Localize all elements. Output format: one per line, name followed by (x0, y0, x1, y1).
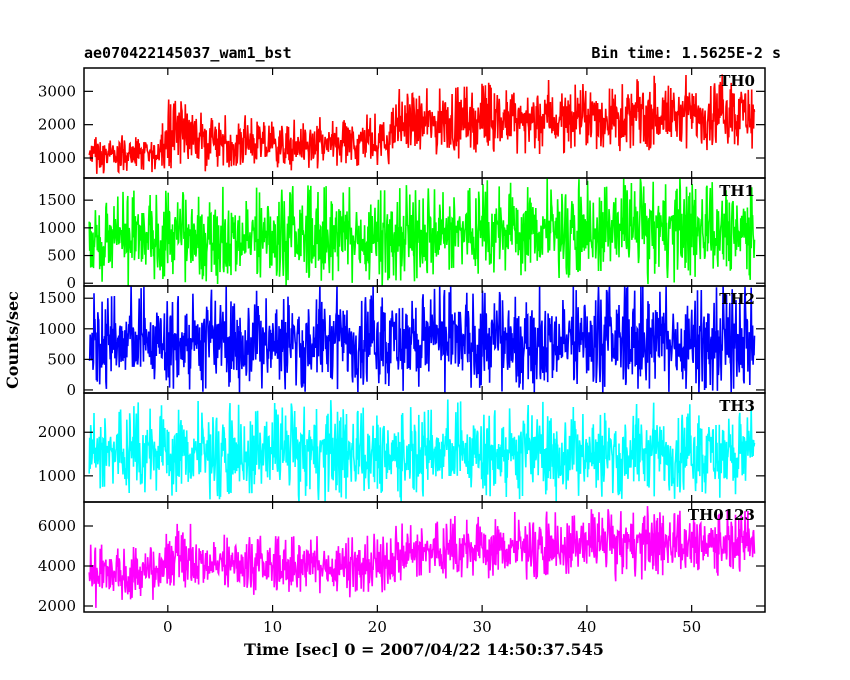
y-tick-label: 1000 (38, 149, 76, 167)
panel-th3: 1000 2000 TH3 (38, 392, 766, 503)
series-line-th0 (88, 74, 756, 175)
x-tick-label: 40 (577, 618, 596, 636)
panel-th0: 1000 2000 3000 TH0 (38, 67, 766, 179)
y-tick-label: 0 (66, 274, 76, 292)
panel-frame (83, 501, 766, 613)
series-line-th2 (88, 286, 756, 393)
panel-th0123: 2000 4000 6000 TH0123 (38, 501, 766, 615)
y-tick-label: 6000 (38, 517, 76, 535)
bin-time-label: Bin time: 1.5625E-2 s (591, 44, 781, 62)
y-tick-label: 2000 (38, 597, 76, 615)
y-tick-label: 0 (66, 381, 76, 399)
y-tick-label: 1000 (38, 467, 76, 485)
y-tick-label: 4000 (38, 557, 76, 575)
panel-label: TH1 (719, 182, 755, 200)
x-tick-label: 30 (473, 618, 492, 636)
series-line-th0123 (88, 506, 756, 608)
y-tick-label: 500 (47, 247, 76, 265)
x-tick-label: 50 (682, 618, 701, 636)
x-tick-label: 10 (263, 618, 282, 636)
y-tick-label: 1000 (38, 219, 76, 237)
y-tick-label: 1500 (38, 191, 76, 209)
panel-th1: 0 500 1000 1500 TH1 (38, 177, 766, 292)
y-tick-label: 2000 (38, 423, 76, 441)
series-line-th1 (88, 178, 756, 286)
x-axis: 0 10 20 30 40 50 (163, 618, 701, 636)
y-tick-label: 1000 (38, 320, 76, 338)
y-tick-label: 3000 (38, 82, 76, 100)
panel-label: TH0123 (688, 506, 755, 524)
x-tick-label: 0 (163, 618, 173, 636)
panel-label: TH3 (719, 397, 755, 415)
series-line-th3 (88, 399, 756, 502)
x-axis-title: Time [sec] 0 = 2007/04/22 14:50:37.545 (244, 640, 604, 659)
panel-th2: 0 500 1000 1500 TH2 (38, 285, 766, 399)
y-tick-label: 2000 (38, 116, 76, 134)
y-axis-title: Counts/sec (3, 291, 22, 389)
y-tick-label: 500 (47, 350, 76, 368)
panel-label: TH2 (719, 290, 755, 308)
panels-group: 1000 2000 3000 TH0 0 500 1000 1500 TH1 0 500 1000 15… (38, 67, 766, 615)
source-name-label: ae070422145037_wam1_bst (84, 44, 292, 62)
x-tick-label: 20 (368, 618, 387, 636)
panel-label: TH0 (719, 72, 755, 90)
y-tick-label: 1500 (38, 289, 76, 307)
